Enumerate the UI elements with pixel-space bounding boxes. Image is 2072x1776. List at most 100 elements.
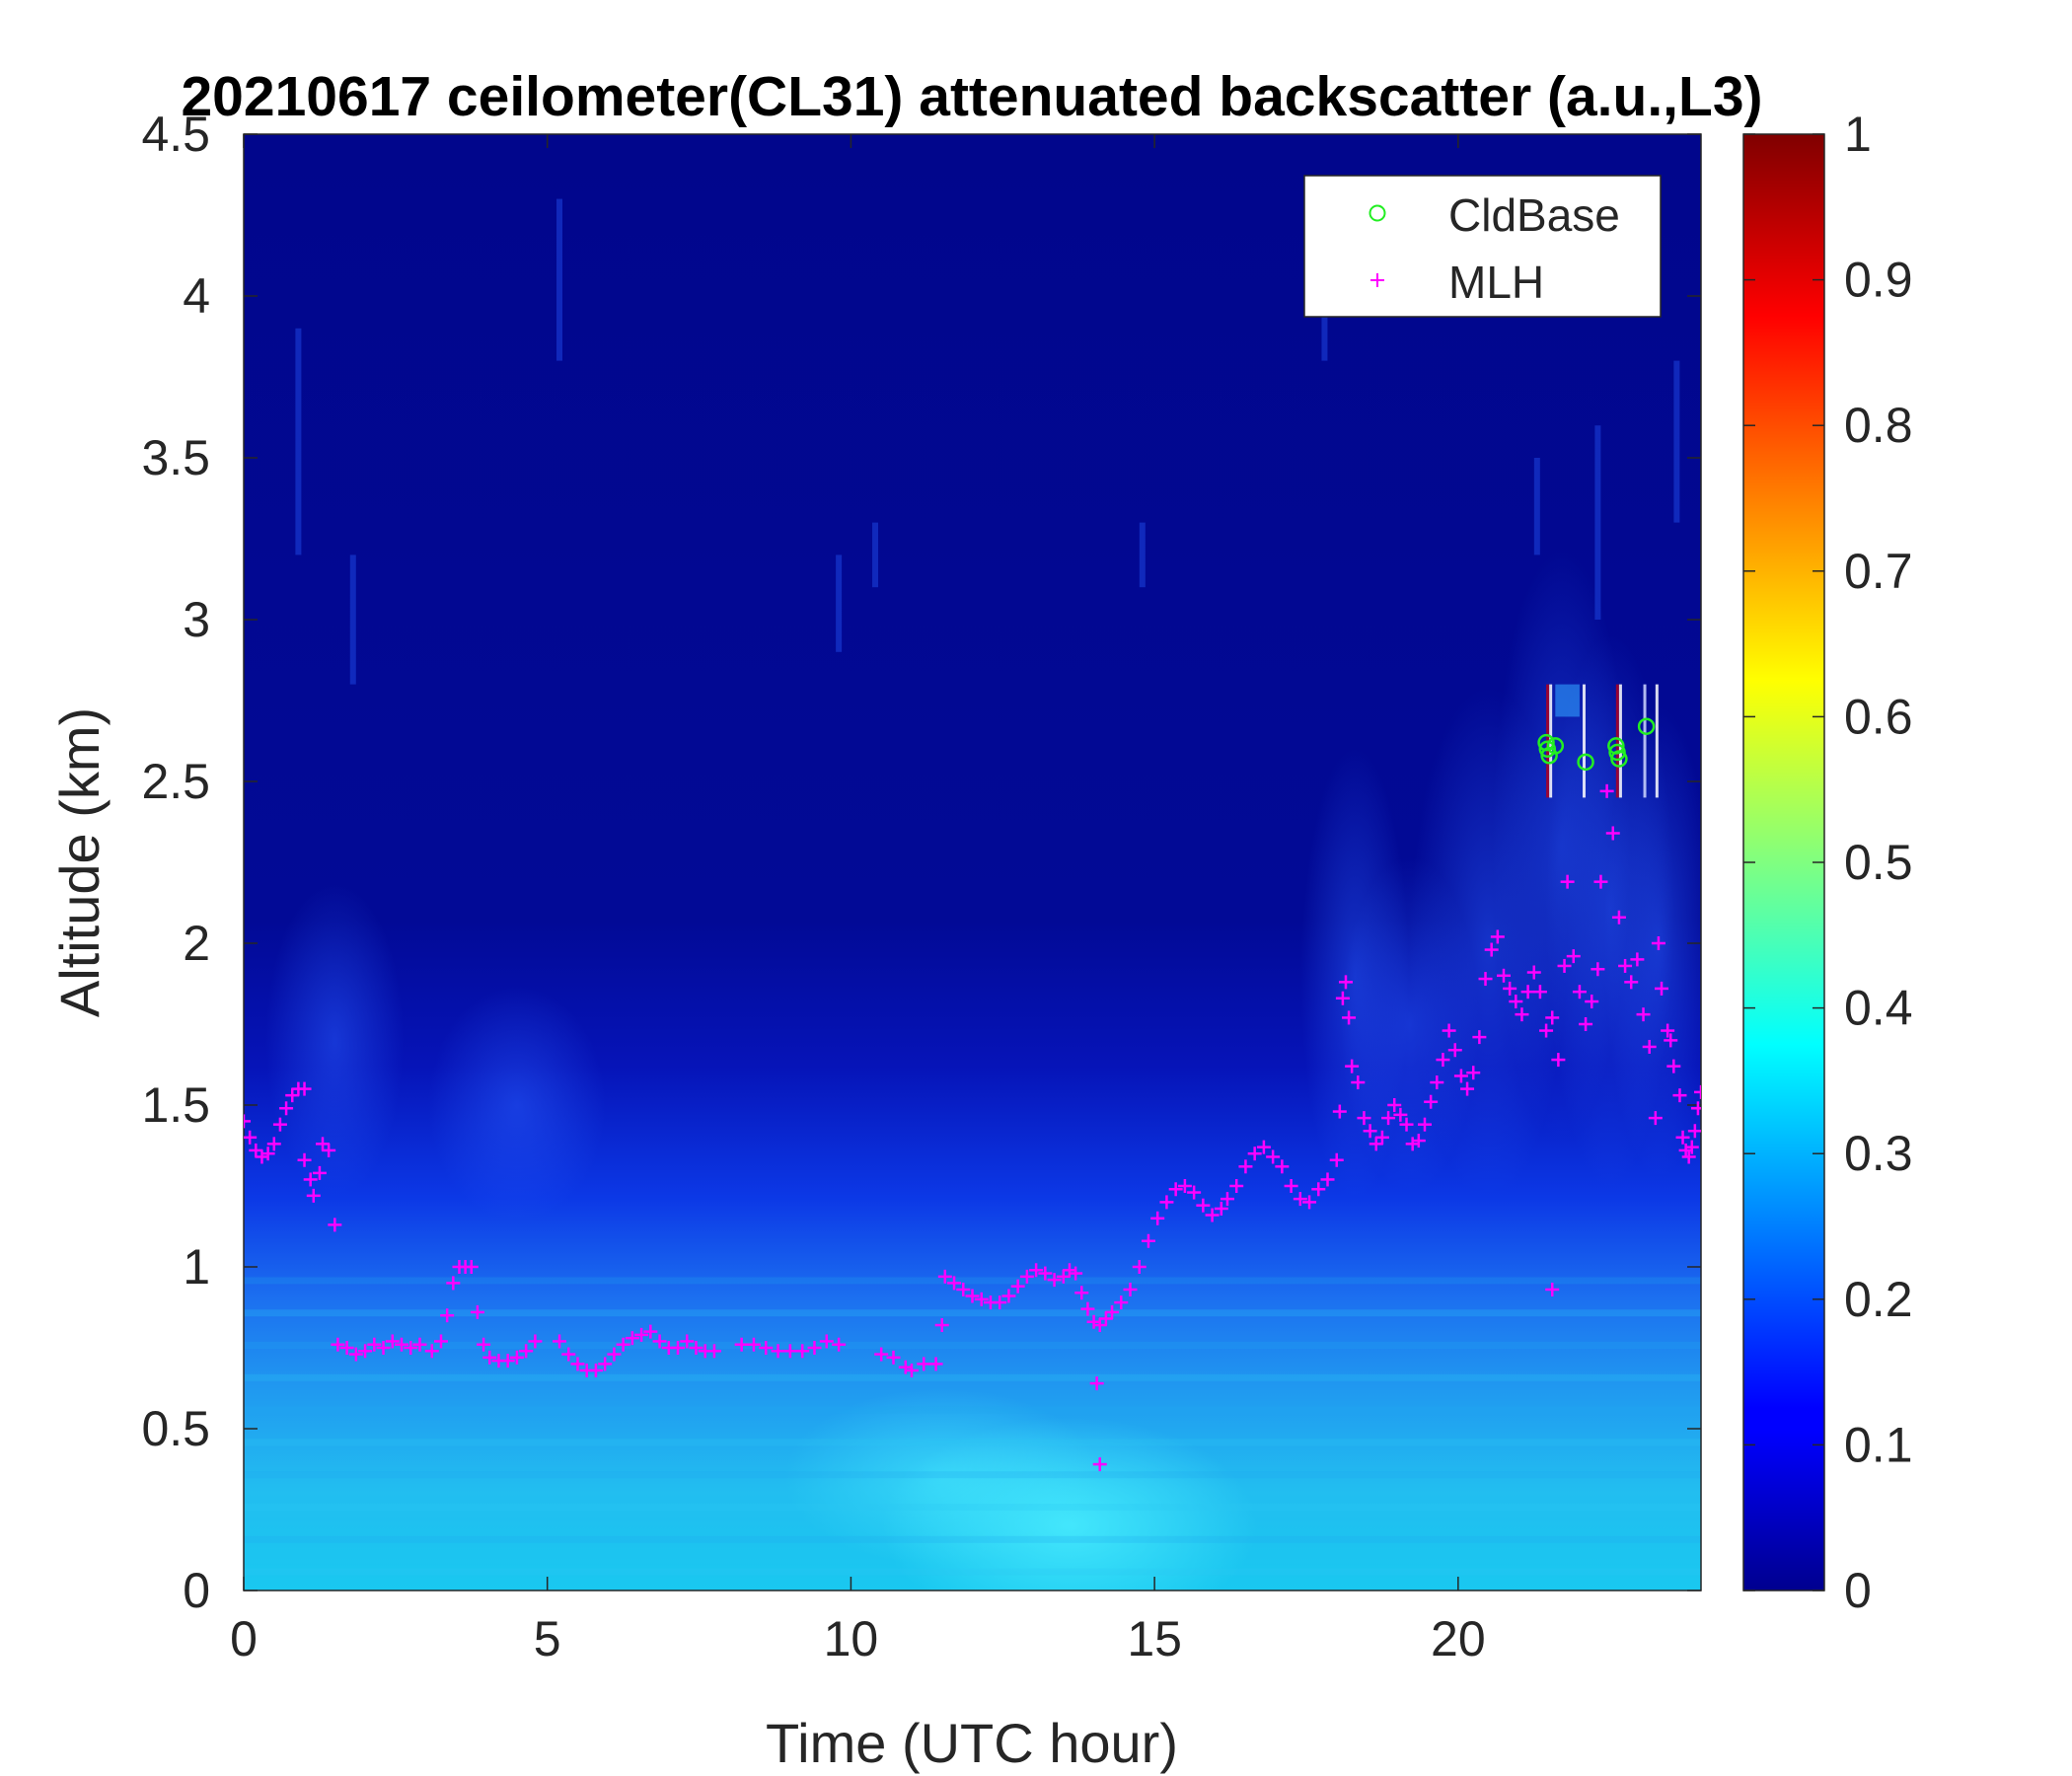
mlh-point <box>1503 981 1517 996</box>
mlh-point <box>1605 826 1620 841</box>
heatmap-bright-patch <box>783 1388 1100 1567</box>
mlh-point <box>1220 1192 1234 1207</box>
cldbase-series <box>1537 717 1656 772</box>
y-tick-label: 0 <box>183 1563 210 1618</box>
mlh-point <box>348 1347 363 1362</box>
mlh-point <box>1411 1134 1426 1148</box>
mlh-point <box>1105 1304 1120 1319</box>
mlh-point <box>1047 1273 1062 1288</box>
x-tick-label: 10 <box>824 1611 879 1666</box>
mlh-point <box>1229 1179 1244 1193</box>
heatmap-streak <box>1673 360 1680 523</box>
heatmap-plume <box>265 882 405 1199</box>
mlh-point <box>1062 1263 1076 1278</box>
mlh-point <box>652 1334 667 1349</box>
mlh-point <box>1387 1098 1402 1112</box>
mlh-point <box>1332 1104 1347 1119</box>
mlh-point <box>1374 1130 1389 1145</box>
mlh-point <box>917 1357 931 1371</box>
heatmap-band <box>244 1568 1701 1576</box>
mlh-point <box>440 1308 455 1323</box>
heatmap-features <box>244 198 1701 1591</box>
chart-title: 20210617 ceilometer(CL31) attenuated bac… <box>181 65 1762 128</box>
heatmap-cloud-patch <box>1555 684 1580 717</box>
mlh-point <box>249 1143 263 1157</box>
y-axis-label: Altitude (km) <box>48 707 111 1017</box>
mlh-point <box>339 1341 354 1355</box>
mlh-point <box>1086 1314 1101 1329</box>
mlh-point <box>1560 874 1575 889</box>
mlh-point <box>376 1341 391 1355</box>
x-tick-label: 0 <box>230 1611 258 1666</box>
mlh-point <box>898 1360 913 1374</box>
legend-cldbase-marker <box>1369 204 1386 222</box>
mlh-point <box>1150 1211 1165 1225</box>
heatmap-band <box>244 1309 1701 1317</box>
mlh-point <box>266 1137 281 1151</box>
axis-ticks: 0 5 10 15 20 0 0.5 1 1.5 2 2.5 3 3.5 4 4.5 <box>141 107 1701 1666</box>
mlh-point <box>1648 1111 1663 1126</box>
mlh-point <box>1651 936 1665 950</box>
mlh-point <box>1001 1289 1016 1303</box>
mlh-point <box>570 1357 585 1371</box>
mlh-point <box>1363 1124 1377 1139</box>
mlh-point <box>993 1295 1007 1310</box>
mlh-point <box>1019 1269 1034 1284</box>
mlh-point <box>434 1334 449 1349</box>
colorbar-tick-label: 0.4 <box>1844 981 1913 1036</box>
mlh-point <box>328 1218 342 1232</box>
mlh-point <box>1302 1195 1317 1210</box>
mlh-point <box>1345 1059 1360 1073</box>
mlh-point <box>1089 1376 1104 1391</box>
mlh-point <box>1069 1266 1083 1281</box>
mlh-point <box>477 1337 491 1352</box>
colorbar: 0 0.1 0.2 0.3 0.4 0.5 0.6 0.7 0.8 0.9 1 <box>1742 107 1913 1618</box>
mlh-point <box>260 1147 275 1161</box>
mlh-point <box>1056 1269 1071 1284</box>
mlh-point <box>616 1337 630 1352</box>
mlh-point <box>1074 1286 1089 1300</box>
mlh-point <box>1515 1007 1529 1022</box>
heatmap-band <box>244 1504 1701 1511</box>
legend-box <box>1303 175 1662 318</box>
mlh-point <box>312 1165 327 1180</box>
mlh-point <box>1177 1179 1192 1193</box>
mlh-point <box>1478 972 1493 987</box>
mlh-point <box>1509 995 1523 1009</box>
colorbar-tick-label: 0.7 <box>1844 544 1913 599</box>
mlh-point <box>1599 783 1614 798</box>
mlh-point <box>1320 1172 1335 1187</box>
mlh-point <box>634 1327 649 1342</box>
mlh-point <box>1687 1124 1701 1139</box>
mlh-point <box>819 1334 834 1349</box>
mlh-point <box>680 1334 695 1349</box>
heatmap-cloud-column <box>1643 684 1647 798</box>
mlh-point <box>1496 968 1511 983</box>
mlh-point <box>874 1347 889 1362</box>
heatmap-band <box>244 1471 1701 1479</box>
mlh-point <box>1132 1260 1147 1274</box>
mlh-point <box>807 1341 822 1355</box>
mlh-point <box>625 1331 639 1346</box>
y-tick-label: 3 <box>183 592 210 647</box>
mlh-point <box>1369 1137 1383 1151</box>
mlh-point <box>1672 1088 1687 1103</box>
mlh-point <box>316 1137 331 1151</box>
mlh-point <box>1690 1101 1701 1116</box>
heatmap-streak <box>295 328 302 555</box>
mlh-point <box>771 1344 785 1359</box>
mlh-point <box>689 1341 703 1355</box>
mlh-point <box>937 1269 952 1284</box>
mlh-point <box>947 1276 962 1291</box>
y-tick-label: 4 <box>183 268 210 324</box>
cldbase-point <box>1546 737 1565 755</box>
mlh-point <box>1460 1081 1475 1096</box>
mlh-point <box>1430 1075 1444 1090</box>
mlh-point <box>1539 1023 1554 1038</box>
colorbar-tick-label: 0 <box>1844 1563 1872 1618</box>
y-tick-label: 0.5 <box>141 1401 210 1456</box>
mlh-point <box>1405 1137 1420 1151</box>
cldbase-point <box>1610 750 1628 768</box>
mlh-point <box>1266 1149 1281 1164</box>
colorbar-tick-label: 0.3 <box>1844 1126 1913 1181</box>
